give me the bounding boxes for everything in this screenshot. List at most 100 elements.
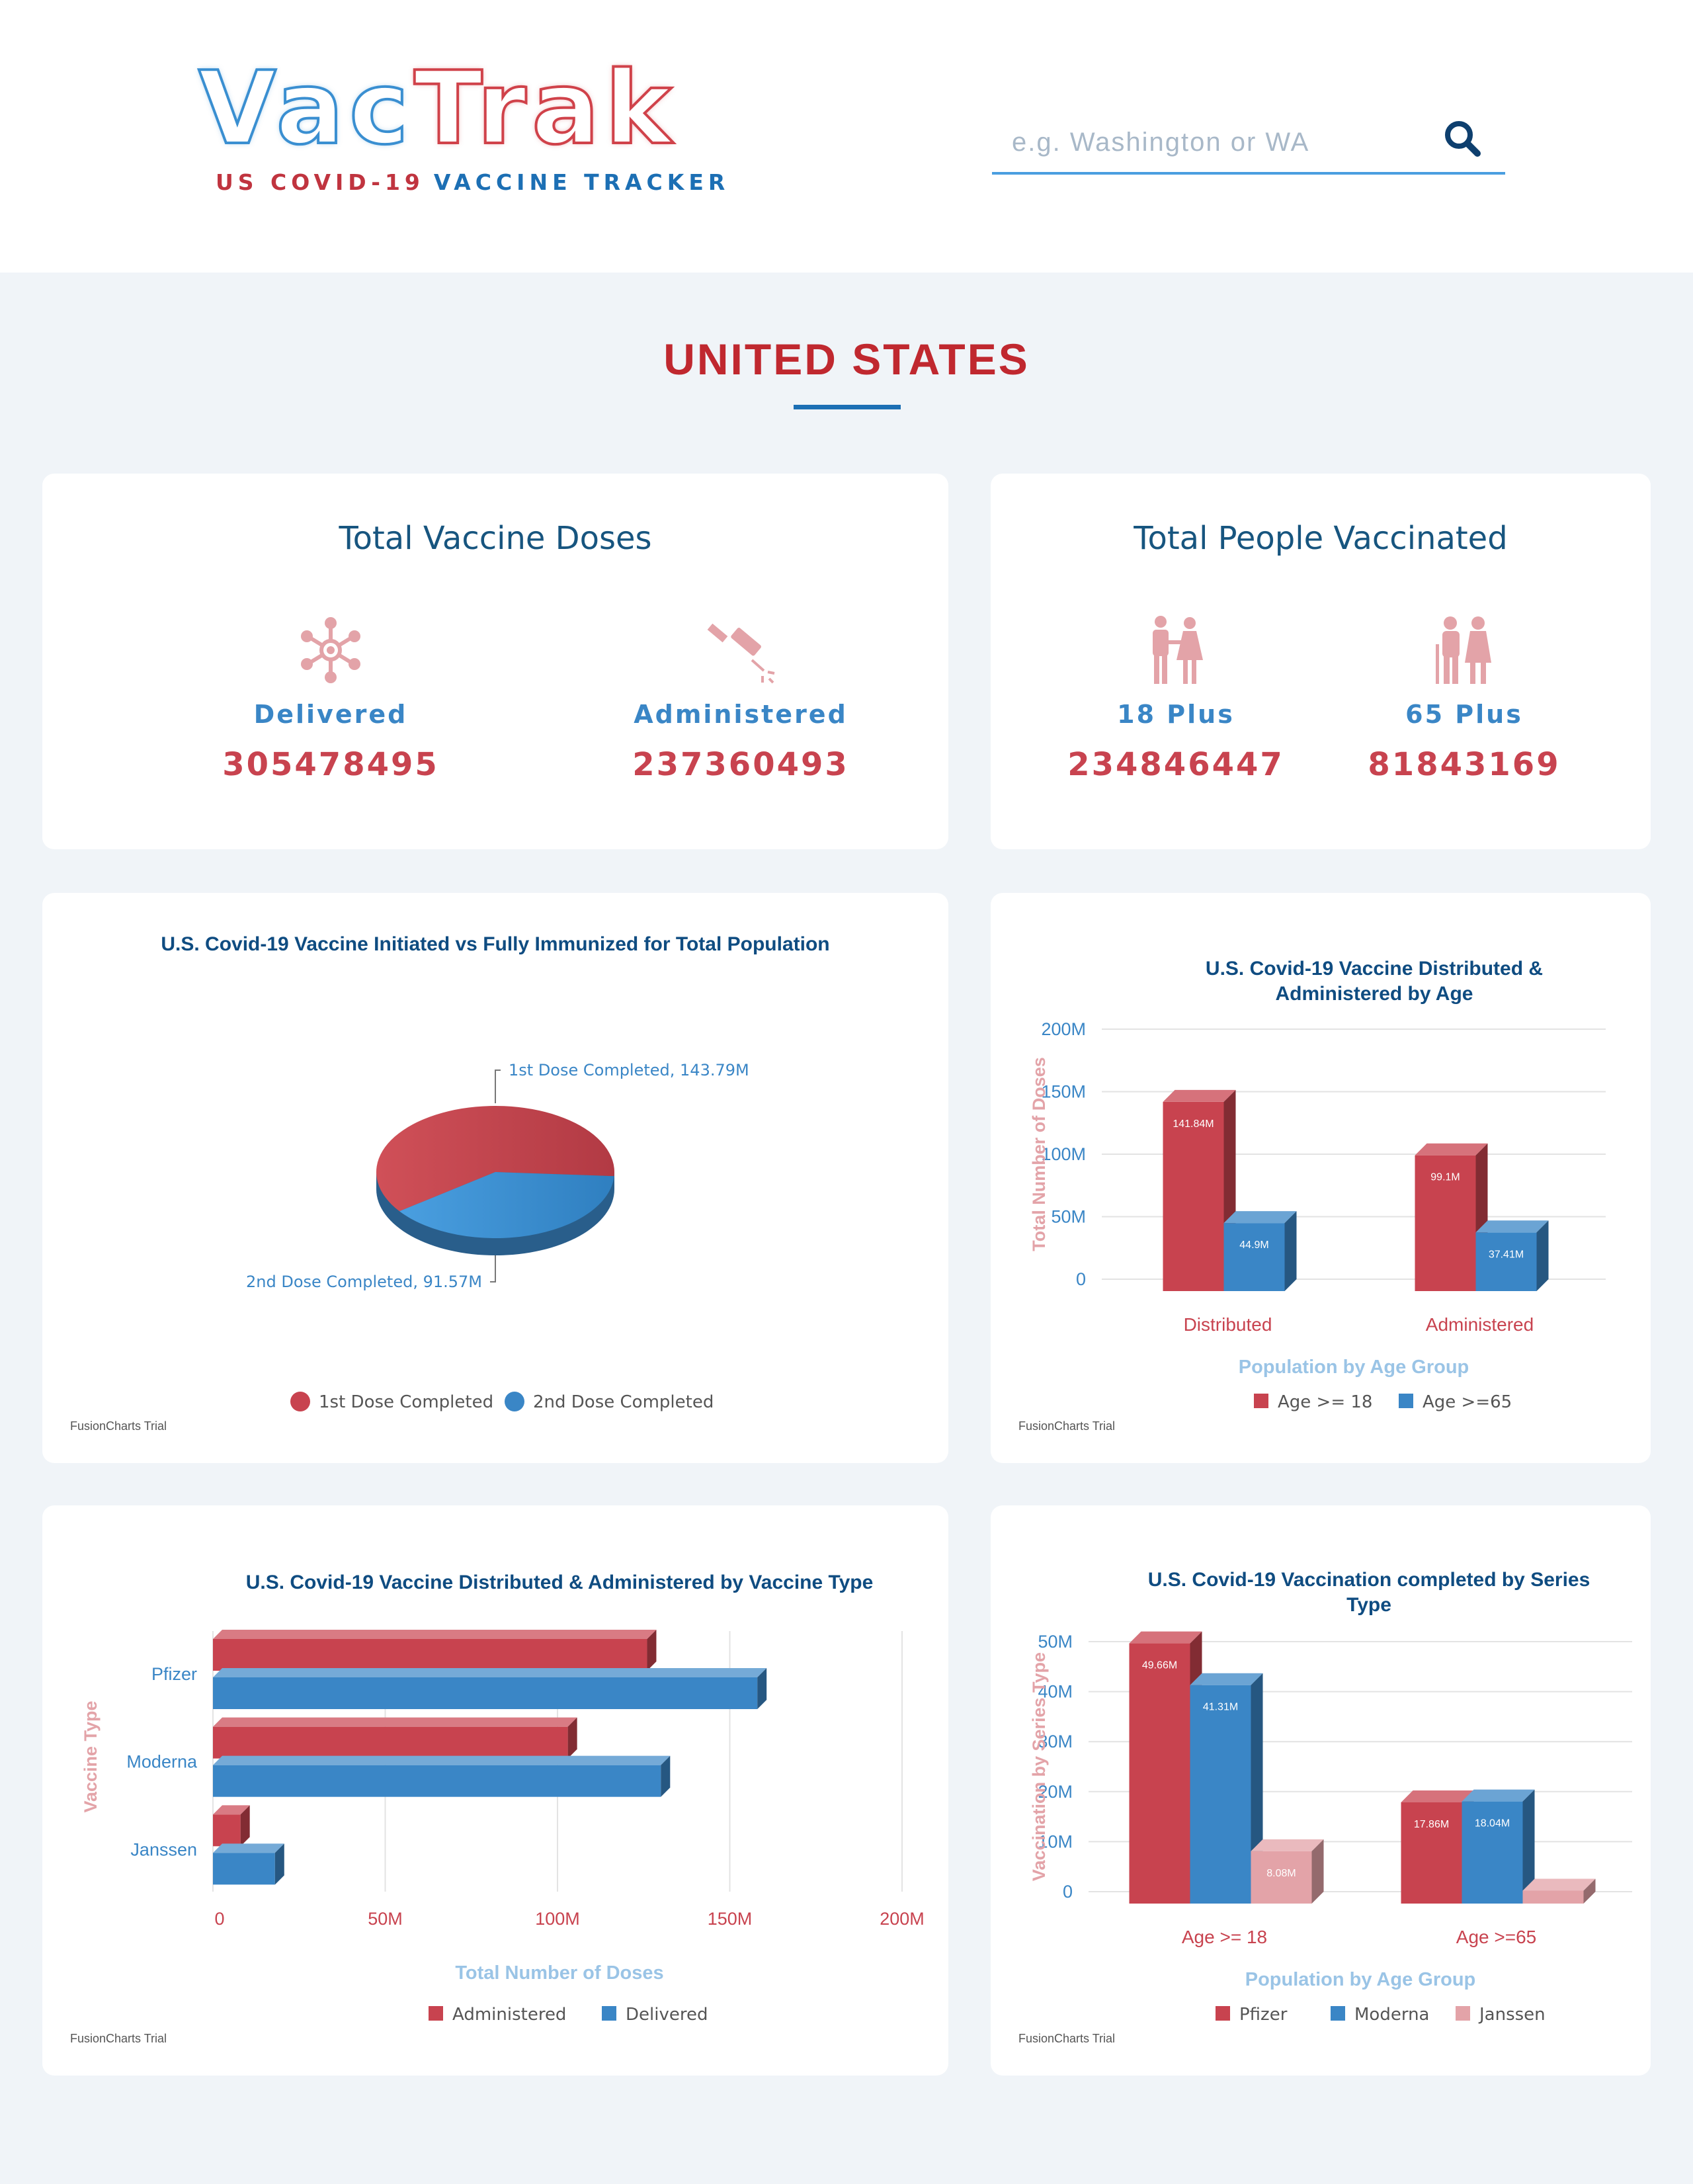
- x-tick-label: 200M: [880, 1909, 925, 1929]
- age-bar-chart-card: U.S. Covid-19 Vaccine Distributed & Admin…: [991, 893, 1651, 1463]
- delivered-label: Delivered: [253, 700, 408, 729]
- bar-age-18-administered[interactable]: [1415, 1143, 1488, 1291]
- virus-icon: [301, 617, 360, 683]
- legend-item-1st-dose-completed[interactable]: 1st Dose Completed: [290, 1392, 493, 1412]
- legend-item-delivered[interactable]: Delivered: [602, 2005, 708, 2025]
- search-icon: [1445, 121, 1481, 157]
- bar-delivered-pfizer[interactable]: [213, 1668, 767, 1709]
- legend-item-2nd-dose-completed[interactable]: 2nd Dose Completed: [505, 1392, 714, 1412]
- bar-administered-moderna[interactable]: [213, 1717, 577, 1759]
- svg-text:1st Dose Completed: 1st Dose Completed: [319, 1392, 493, 1412]
- bar-delivered-moderna[interactable]: [213, 1755, 671, 1797]
- elderly-couple-icon: [1436, 616, 1491, 684]
- pie-slice-1st-dose-completed[interactable]: [376, 1106, 614, 1212]
- vaccine-type-bar-chart-card: U.S. Covid-19 Vaccine Distributed & Admi…: [42, 1505, 948, 2076]
- x-axis-label: Total Number of Doses: [455, 1962, 663, 1984]
- data-label: 41.31M: [1203, 1702, 1238, 1713]
- legend-item-administered[interactable]: Administered: [429, 2005, 566, 2025]
- trial-watermark: FusionCharts Trial: [70, 1419, 167, 1433]
- total-vaccine-doses-card: Total Vaccine Doses Delivered 305478495: [42, 474, 948, 849]
- search-button[interactable]: [1439, 115, 1487, 163]
- legend-item-age-65[interactable]: Age >=65: [1399, 1392, 1512, 1412]
- tagline-blue: VACCINE TRACKER: [433, 169, 730, 195]
- bar-age-65-administered[interactable]: [1475, 1220, 1549, 1291]
- vaccine-type-bar-chart: U.S. Covid-19 Vaccine Distributed & Admi…: [70, 1572, 925, 2045]
- bar-janssen-age-65[interactable]: [1522, 1878, 1596, 1904]
- chart-legend: 1st Dose Completed 2nd Dose Completed: [290, 1392, 714, 1412]
- delivered-value: 305478495: [222, 746, 439, 783]
- total-people-vaccinated-card: Total People Vaccinated 18 Plus 23484644…: [991, 474, 1651, 849]
- svg-text:Age >=65: Age >=65: [1423, 1392, 1512, 1412]
- legend-item-janssen[interactable]: Janssen: [1456, 2005, 1546, 2025]
- card-title: Total People Vaccinated: [1134, 520, 1508, 557]
- data-label: 37.41M: [1489, 1249, 1524, 1260]
- 18-plus-stat: 18 Plus 234846447: [1037, 614, 1315, 783]
- pie-slice-2nd-dose-completed[interactable]: [399, 1172, 614, 1238]
- logo[interactable]: VacTrak: [197, 57, 677, 160]
- y-tick-label: 30M: [1038, 1732, 1073, 1751]
- leader-line: [490, 1255, 496, 1282]
- pie-chart-card: U.S. Covid-19 Vaccine Initiated vs Fully…: [42, 893, 948, 1463]
- legend-item-moderna[interactable]: Moderna: [1331, 2005, 1429, 2025]
- search-box: [992, 112, 1505, 175]
- bar-age-65-distributed[interactable]: [1223, 1211, 1297, 1291]
- svg-text:Administered: Administered: [452, 2005, 566, 2025]
- bar-moderna-age-65[interactable]: [1462, 1789, 1535, 1904]
- bar-janssen-age-18[interactable]: [1251, 1839, 1324, 1904]
- data-label: 18.04M: [1475, 1818, 1510, 1829]
- chart-title: U.S. Covid-19 Vaccine Distributed &: [1206, 958, 1543, 980]
- age-bar-chart: U.S. Covid-19 Vaccine Distributed & Admin…: [1018, 958, 1606, 1433]
- svg-text:Age >= 18: Age >= 18: [1278, 1392, 1372, 1412]
- svg-text:Janssen: Janssen: [1478, 2005, 1546, 2025]
- x-tick-label: 150M: [708, 1909, 753, 1929]
- x-axis-label: Population by Age Group: [1245, 1969, 1476, 1990]
- x-tick-label: 50M: [368, 1909, 403, 1929]
- y-tick-label: 200M: [1041, 1019, 1086, 1039]
- data-label: 141.84M: [1173, 1118, 1214, 1130]
- x-tick-label: 0: [214, 1909, 224, 1929]
- 65-plus-label: 65 Plus: [1405, 700, 1523, 729]
- y-tick-label: 40M: [1038, 1682, 1073, 1702]
- chart-title: U.S. Covid-19 Vaccine Initiated vs Fully…: [161, 933, 829, 955]
- legend-item-pfizer[interactable]: Pfizer: [1216, 2005, 1288, 2025]
- y-tick-label: 150M: [1041, 1082, 1086, 1102]
- pie-plot: 1st Dose Completed, 143.79M 2nd Dose Comp…: [246, 1061, 749, 1291]
- administered-label: Administered: [634, 700, 848, 729]
- x-tick-label: Age >=65: [1456, 1927, 1536, 1947]
- bar-administered-pfizer[interactable]: [213, 1630, 657, 1671]
- y-tick-label: 0: [1076, 1269, 1086, 1289]
- data-label: 49.66M: [1142, 1660, 1177, 1671]
- pie-label-first: 1st Dose Completed, 143.79M: [509, 1061, 749, 1079]
- y-tick-label: Moderna: [126, 1752, 198, 1772]
- bar-administered-janssen[interactable]: [213, 1805, 250, 1847]
- trial-watermark: FusionCharts Trial: [1018, 1419, 1115, 1433]
- 18-plus-value: 234846447: [1067, 746, 1284, 783]
- x-axis-label: Population by Age Group: [1239, 1357, 1469, 1378]
- 65-plus-stat: 65 Plus 81843169: [1325, 614, 1603, 783]
- leader-line: [495, 1070, 501, 1103]
- series-type-bar-chart-card: U.S. Covid-19 Vaccination completed by S…: [991, 1505, 1651, 2076]
- y-axis-label: Vaccine Type: [81, 1701, 101, 1812]
- bars: [213, 1630, 767, 1885]
- chart-title: Type: [1346, 1594, 1391, 1616]
- card-title: Total Vaccine Doses: [339, 520, 652, 557]
- bar-moderna-age-18[interactable]: [1190, 1673, 1263, 1904]
- 18-plus-label: 18 Plus: [1117, 700, 1235, 729]
- svg-text:Moderna: Moderna: [1354, 2005, 1429, 2025]
- trial-watermark: FusionCharts Trial: [1018, 2032, 1115, 2045]
- chart-legend: Age >= 18 Age >=65: [1254, 1392, 1512, 1412]
- header: VacTrak US COVID-19 VACCINE TRACKER: [0, 0, 1693, 273]
- bars: 49.66M 41.31M 8.08M 17.86M 18.04M: [1129, 1631, 1596, 1904]
- x-tick-label: 100M: [535, 1909, 580, 1929]
- tagline-red: US COVID-19: [216, 169, 425, 195]
- y-axis-label: Total Number of Doses: [1029, 1057, 1049, 1251]
- y-tick-label: 50M: [1051, 1207, 1086, 1227]
- syringe-icon: [707, 623, 775, 684]
- x-tick-label: Distributed: [1184, 1314, 1272, 1335]
- search-input[interactable]: [1011, 122, 1436, 163]
- 65-plus-value: 81843169: [1368, 746, 1561, 783]
- legend-item-age-18[interactable]: Age >= 18: [1254, 1392, 1372, 1412]
- chart-legend: Pfizer Moderna Janssen: [1216, 2005, 1546, 2025]
- bar-delivered-janssen[interactable]: [213, 1843, 284, 1885]
- y-tick-label: 0: [1063, 1882, 1073, 1902]
